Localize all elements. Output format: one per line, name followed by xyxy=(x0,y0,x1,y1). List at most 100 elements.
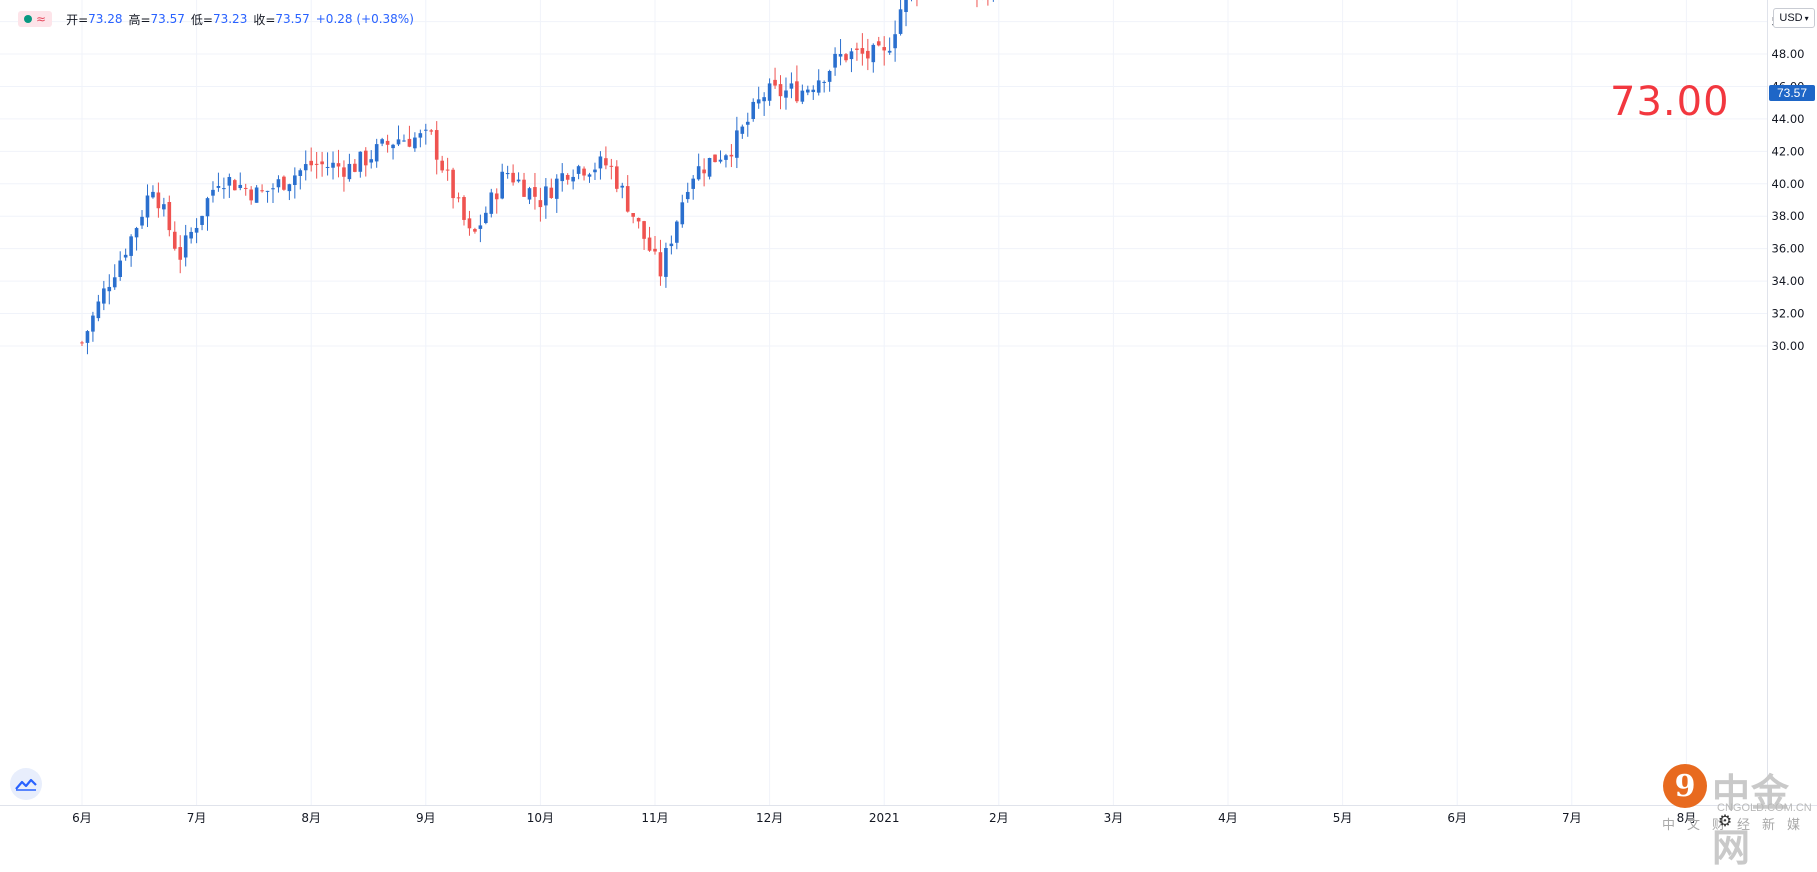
candle xyxy=(713,154,717,162)
candle xyxy=(113,264,117,290)
candle xyxy=(495,188,499,213)
candle xyxy=(419,130,423,148)
candle xyxy=(795,65,799,103)
candle xyxy=(910,0,914,1)
candle xyxy=(195,218,199,243)
candle xyxy=(238,172,242,190)
candle xyxy=(844,53,848,62)
price-tick-label: 34.00 xyxy=(1772,274,1805,288)
close-label: 收= xyxy=(253,11,275,28)
candle xyxy=(102,281,106,310)
candle xyxy=(604,146,608,169)
candle xyxy=(528,187,532,204)
candle xyxy=(675,220,679,249)
candle xyxy=(457,193,461,203)
low-label: 低= xyxy=(191,11,213,28)
price-tick-label: 48.00 xyxy=(1772,47,1805,61)
candle xyxy=(680,195,684,228)
candle xyxy=(631,213,635,223)
candle xyxy=(653,236,657,255)
candle xyxy=(517,172,521,182)
current-price-badge: 73.57 xyxy=(1769,85,1815,101)
watermark-subtitle: 中文财经新媒 xyxy=(1662,814,1812,833)
candle xyxy=(893,21,897,62)
candle xyxy=(500,164,504,200)
candle xyxy=(206,197,210,231)
candle xyxy=(489,189,493,218)
candle xyxy=(157,183,161,218)
candle xyxy=(615,160,619,192)
candle xyxy=(817,69,821,95)
candle-series xyxy=(80,0,1557,354)
tradingview-logo-icon[interactable] xyxy=(10,768,42,800)
candle xyxy=(375,139,379,168)
candle xyxy=(337,150,341,177)
candle xyxy=(888,38,892,55)
price-axis[interactable]: 30.0032.0034.0036.0038.0040.0042.0044.00… xyxy=(1772,0,1805,353)
candle xyxy=(648,227,652,252)
candle xyxy=(435,121,439,174)
candle xyxy=(277,175,281,192)
candle xyxy=(850,48,854,72)
legend-toggle[interactable]: ≈ xyxy=(18,11,52,27)
candle xyxy=(511,164,515,185)
candle xyxy=(359,151,363,177)
candle xyxy=(173,221,177,250)
candle xyxy=(566,173,570,184)
candle xyxy=(331,151,335,179)
candle xyxy=(386,135,390,153)
price-annotation: 73.00 xyxy=(1610,79,1730,125)
candle xyxy=(342,160,346,191)
currency-label: USD xyxy=(1779,12,1802,24)
candle xyxy=(691,175,695,200)
price-tick-label: 38.00 xyxy=(1772,209,1805,223)
time-tick-label: 6月 xyxy=(1447,811,1467,825)
time-tick-label: 7月 xyxy=(187,811,207,825)
candle xyxy=(222,178,226,199)
candle xyxy=(217,173,221,192)
candle xyxy=(806,86,810,95)
candle xyxy=(184,225,188,267)
coin-logo-icon: 9 xyxy=(1663,764,1707,808)
candle xyxy=(233,179,237,191)
time-tick-label: 5月 xyxy=(1333,811,1353,825)
time-tick-label: 8月 xyxy=(301,811,321,825)
candle xyxy=(610,159,614,179)
candle xyxy=(833,47,837,76)
low-value: 73.23 xyxy=(213,12,247,26)
candle xyxy=(642,221,646,250)
price-tick-label: 36.00 xyxy=(1772,242,1805,256)
gear-icon[interactable]: ⚙ xyxy=(1716,812,1734,830)
candle xyxy=(86,330,90,354)
candle xyxy=(904,0,908,26)
candle xyxy=(741,125,745,139)
candlestick-chart[interactable]: 30.0032.0034.0036.0038.0040.0042.0044.00… xyxy=(0,0,1817,834)
time-tick-label: 4月 xyxy=(1218,811,1238,825)
candle xyxy=(151,185,155,198)
price-tick-label: 40.00 xyxy=(1772,177,1805,191)
candle xyxy=(801,85,805,104)
currency-dropdown[interactable]: USD▾ xyxy=(1773,8,1815,28)
time-tick-label: 9月 xyxy=(416,811,436,825)
candle xyxy=(107,274,111,304)
candle xyxy=(380,138,384,146)
candle xyxy=(724,154,728,168)
candle xyxy=(899,0,903,36)
candle xyxy=(637,218,641,229)
candle xyxy=(828,70,832,92)
candle xyxy=(659,240,663,286)
candle xyxy=(364,147,368,176)
candle xyxy=(882,36,886,65)
candle xyxy=(686,183,690,203)
time-tick-label: 10月 xyxy=(527,811,554,825)
candle xyxy=(200,216,204,230)
change-value: +0.28 (+0.38%) xyxy=(316,12,414,26)
open-label: 开= xyxy=(66,11,88,28)
candle xyxy=(811,85,815,100)
candle xyxy=(462,195,466,225)
candle xyxy=(582,166,586,180)
time-tick-label: 2月 xyxy=(989,811,1009,825)
candle xyxy=(168,196,172,237)
candle xyxy=(866,39,870,70)
